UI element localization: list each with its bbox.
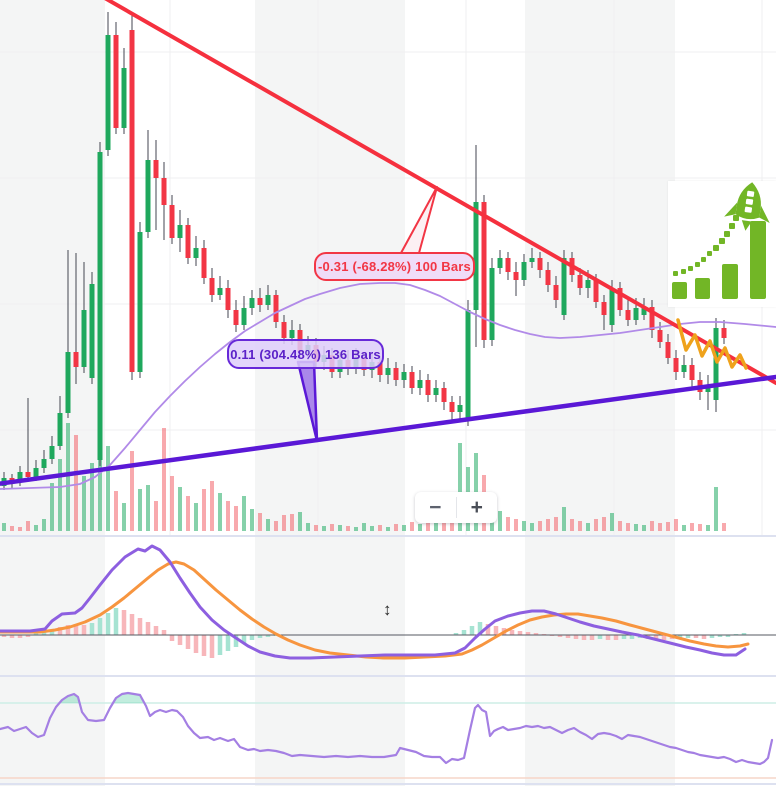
macd-histogram bbox=[1, 608, 747, 658]
pane-separator[interactable] bbox=[0, 675, 776, 677]
pane-separator[interactable] bbox=[0, 535, 776, 537]
zoom-divider bbox=[455, 497, 457, 518]
zoom-controls: − + bbox=[415, 492, 497, 523]
rsi-line bbox=[0, 691, 774, 766]
rocket-growth-icon bbox=[672, 182, 770, 299]
ma-line bbox=[0, 282, 776, 490]
rocket-logo bbox=[668, 181, 776, 307]
red-measurement-label[interactable]: -0.31 (-68.28%) 100 Bars bbox=[314, 252, 475, 281]
purple-measurement-label[interactable]: 0.11 (304.48%) 136 Bars bbox=[227, 339, 384, 369]
overbought-fill bbox=[59, 694, 80, 703]
macd-line bbox=[0, 544, 747, 660]
red-label-pointer bbox=[400, 186, 438, 254]
zoom-in-button[interactable]: + bbox=[457, 492, 498, 523]
logo-bar-2 bbox=[695, 278, 710, 299]
signal-line bbox=[0, 560, 750, 660]
plus-icon: + bbox=[470, 495, 483, 519]
logo-dotted-arc bbox=[673, 215, 739, 276]
candles bbox=[1, 12, 727, 490]
logo-bar-4 bbox=[750, 221, 766, 299]
logo-bar-1 bbox=[672, 282, 687, 299]
rsi-pane[interactable] bbox=[0, 677, 776, 783]
volume-bars bbox=[2, 413, 726, 531]
zigzag-drawing bbox=[676, 318, 748, 370]
session-band bbox=[0, 0, 105, 786]
pane-separator bbox=[0, 783, 776, 785]
logo-bar-3 bbox=[722, 264, 738, 299]
purple-label-pointer bbox=[296, 360, 319, 443]
descending-resistance bbox=[104, 0, 776, 385]
ascending-support bbox=[0, 374, 776, 486]
macd-pane[interactable] bbox=[0, 537, 776, 676]
zoom-out-button[interactable]: − bbox=[415, 492, 456, 523]
resize-cursor-icon: ↕ bbox=[383, 600, 392, 619]
minus-icon: − bbox=[429, 495, 442, 519]
